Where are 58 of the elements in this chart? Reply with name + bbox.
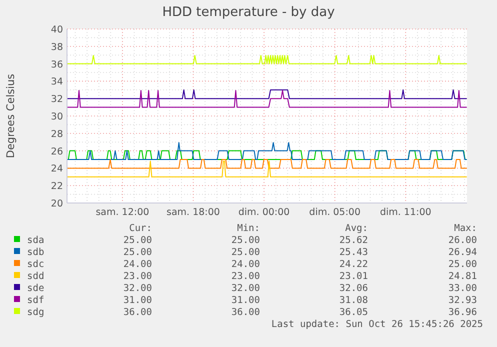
text: 25.00 [231,247,260,258]
y-tick-label: 30 [50,112,63,122]
legend-label: sdb [27,247,44,258]
legend-label: sdd [27,271,44,282]
text: 36.00 [231,307,260,318]
legend-label: sdg [27,307,44,318]
text: 32.06 [339,283,368,294]
text: Min: [237,223,260,234]
x-tick-label: sam. 12:00 [96,207,150,218]
text: 23.00 [231,271,260,282]
x-tick-label: sam. 18:00 [166,207,220,218]
text: 25.00 [123,235,152,246]
text: 31.00 [123,295,152,306]
text: 32.00 [231,283,260,294]
text: 25.00 [231,235,260,246]
text: 33.00 [448,283,478,294]
legend-label: sdc [27,259,44,270]
text: 25.43 [339,247,368,258]
text: 24.81 [448,271,478,282]
text: Last update: Sun Oct 26 15:45:26 2025 [271,319,483,330]
text: 26.94 [448,247,478,258]
y-tick-label: 20 [50,198,63,210]
y-tick-label: 36 [50,59,63,70]
text: 24.22 [339,259,368,270]
text: 36.96 [448,307,478,318]
text: 32.93 [448,295,477,306]
y-tick-label: 22 [50,181,63,192]
y-axis-title: Degrees Celsius [5,74,17,158]
legend-label: sdf [27,295,44,306]
chart-title: HDD temperature - by day [162,5,336,20]
text: Max: [454,223,477,234]
text: 25.00 [123,247,152,258]
text: 32.00 [123,283,152,294]
y-tick-label: 40 [50,24,63,36]
text: Cur: [129,223,152,234]
y-tick-label: 24 [50,164,63,175]
y-tick-label: 28 [50,128,63,140]
text: 36.00 [123,307,152,318]
y-tick-label: 34 [50,76,63,88]
text: 24.00 [231,259,260,270]
y-tick-label: 26 [50,146,63,158]
text: 26.00 [448,235,478,246]
text: 23.01 [339,271,368,282]
text: 36.05 [339,307,368,318]
text: 25.00 [448,259,478,270]
y-tick-label: 32 [50,94,63,106]
text: Avg: [345,223,368,234]
text: 31.08 [339,295,368,306]
y-tick-label: 38 [50,42,63,53]
x-tick-label: dim. 05:00 [309,207,361,218]
text: 31.00 [231,295,260,306]
text: 24.00 [123,259,152,270]
x-tick-label: dim. 11:00 [380,207,432,218]
legend-label: sda [27,235,44,246]
legend-label: sde [27,283,44,294]
text: 25.62 [339,235,368,246]
text: 23.00 [123,271,152,282]
x-tick-label: dim. 00:00 [238,207,290,218]
